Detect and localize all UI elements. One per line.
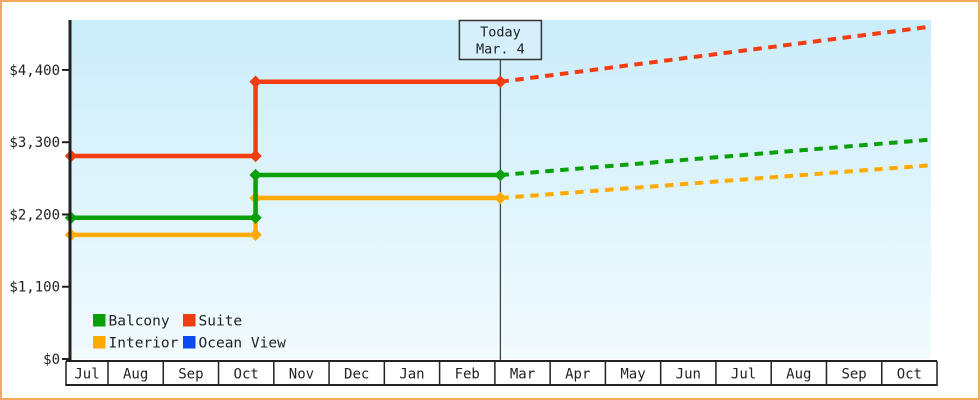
- y-axis-tick: [62, 68, 70, 71]
- month-row-top-border: [66, 360, 937, 362]
- y-axis-tick-label: $0: [43, 352, 60, 368]
- month-cell-border: [217, 361, 220, 386]
- y-axis-tick: [62, 285, 70, 288]
- today-box-line2: Mar. 4: [476, 42, 525, 58]
- month-cell-border: [65, 361, 67, 386]
- legend-label: Interior: [109, 336, 179, 352]
- month-label: Sep: [178, 367, 203, 383]
- y-axis-tick: [62, 358, 70, 360]
- month-cell-border: [715, 361, 717, 386]
- series-suite: [64, 24, 932, 163]
- pre-change-point: [249, 211, 262, 224]
- month-label: May: [620, 367, 645, 383]
- month-label: Apr: [565, 367, 590, 383]
- month-cell-border: [549, 361, 551, 386]
- x-axis-month-row: Jul Aug Sep Oct Nov Dec Jan Feb Mar Apr May Jun Jul A…: [65, 360, 938, 386]
- legend-swatch: [183, 336, 196, 349]
- month-cell-border: [880, 361, 883, 386]
- month-cell-border: [328, 361, 330, 386]
- legend-label: Ocean View: [199, 336, 287, 352]
- month-label: Nov: [289, 367, 314, 383]
- month-label: Dec: [344, 367, 369, 383]
- month-cell-border: [107, 361, 109, 386]
- legend-item-ocean-view: Ocean View: [183, 336, 286, 352]
- month-cell-border: [273, 361, 275, 386]
- month-cell-border: [936, 361, 938, 386]
- today-box: [458, 19, 543, 61]
- legend-label: Suite: [199, 314, 243, 330]
- month-cell-border: [825, 361, 828, 386]
- y-axis-tick-label: $2,200: [9, 207, 60, 223]
- month-label: Aug: [123, 367, 148, 383]
- month-cell-border: [438, 361, 441, 386]
- price-history-line: [71, 79, 501, 159]
- price-history-line: [71, 172, 501, 220]
- legend-label: Balcony: [109, 314, 170, 330]
- legend-swatch: [93, 336, 106, 349]
- today-box-line1: Today: [480, 25, 521, 41]
- month-label: Jul: [74, 367, 99, 383]
- pre-change-point: [249, 228, 262, 242]
- month-row-bottom-border: [66, 384, 937, 386]
- y-axis-tick: [62, 141, 70, 144]
- y-axis-line: [68, 20, 72, 361]
- legend: Balcony Suite Interior Ocean View: [93, 314, 286, 352]
- month-cell-border: [494, 361, 496, 386]
- today-point: [494, 191, 507, 205]
- month-label: Jul: [731, 367, 756, 383]
- month-label: Feb: [455, 367, 480, 383]
- price-projection-line: [500, 24, 932, 84]
- y-axis: $0 $1,100 $2,200 $3,300 $4,400: [9, 20, 72, 368]
- month-cell-border: [770, 361, 772, 386]
- legend-item-interior: Interior: [93, 336, 179, 352]
- post-change-point: [249, 168, 262, 182]
- today-point: [494, 168, 507, 182]
- series-lines: [64, 24, 932, 242]
- month-cell-border: [659, 361, 662, 386]
- legend-swatch: [93, 314, 106, 327]
- y-axis-tick: [62, 213, 70, 216]
- month-label: Jun: [676, 367, 701, 383]
- month-cell-border: [162, 361, 165, 386]
- legend-item-balcony: Balcony: [93, 314, 170, 330]
- month-cell-border: [383, 361, 386, 386]
- post-change-point: [249, 75, 262, 88]
- price-projection-line: [500, 137, 932, 178]
- today-point: [494, 75, 507, 88]
- month-label: Mar: [510, 367, 535, 383]
- month-label: Oct: [897, 367, 922, 383]
- month-label: Aug: [786, 367, 811, 383]
- legend-item-suite: Suite: [183, 314, 242, 330]
- legend-swatch: [183, 314, 196, 327]
- month-label: Oct: [234, 367, 259, 383]
- month-label: Sep: [841, 367, 866, 383]
- y-axis-tick-label: $1,100: [9, 280, 60, 296]
- price-projection-line: [500, 163, 932, 201]
- y-axis-tick-label: $4,400: [9, 63, 60, 79]
- y-axis-tick-label: $3,300: [9, 135, 60, 151]
- pre-change-point: [249, 149, 262, 163]
- month-cell-border: [604, 361, 607, 386]
- month-label: Jan: [399, 367, 424, 383]
